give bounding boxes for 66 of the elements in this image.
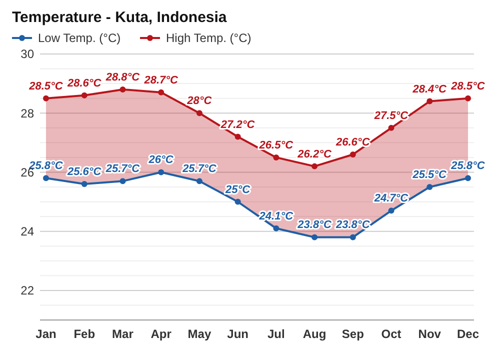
point — [465, 95, 471, 102]
x-tick-label: Oct — [381, 327, 402, 341]
x-tick-label: Jan — [36, 327, 56, 341]
data-label: 28.4°C — [412, 83, 448, 96]
point — [350, 234, 356, 240]
data-label: 28°C — [186, 95, 213, 108]
y-tick-label: 28 — [20, 106, 34, 120]
data-label: 25°C — [224, 184, 252, 196]
data-label: 23.8°C — [335, 219, 371, 232]
point — [43, 175, 49, 182]
point — [465, 175, 471, 182]
point — [43, 95, 49, 102]
x-tick-label: Sep — [342, 327, 364, 341]
data-label: 28.8°C — [104, 71, 141, 84]
x-tick-label: Mar — [112, 327, 134, 341]
point — [120, 178, 126, 184]
chart-title: Temperature - Kuta, Indonesia — [12, 9, 228, 26]
data-label: 25.7°C — [182, 163, 218, 176]
x-tick-label: Dec — [456, 327, 480, 341]
data-label: 25.5°C — [412, 169, 448, 181]
point — [158, 89, 164, 96]
data-label: 28.5°C — [450, 80, 486, 92]
point — [273, 154, 280, 160]
point — [196, 178, 202, 184]
x-tick-label: Jun — [227, 327, 248, 341]
data-label: 26.5°C — [258, 139, 294, 152]
data-label: 24.1°C — [258, 210, 294, 222]
point — [350, 151, 356, 158]
data-label: 26.2°C — [296, 148, 332, 160]
data-label: 28.7°C — [143, 74, 180, 86]
point — [388, 124, 394, 131]
x-tick-label: Aug — [302, 327, 326, 341]
x-tick-label: May — [188, 327, 212, 341]
x-tick-label: Nov — [418, 327, 442, 341]
point — [234, 198, 241, 205]
legend-label: Low Temp. (°C) — [38, 31, 121, 45]
point — [426, 98, 433, 104]
data-label: 26°C — [148, 154, 174, 166]
point — [388, 208, 394, 214]
point — [120, 86, 126, 92]
data-label: 23.8°C — [296, 219, 332, 232]
x-tick-label: Jul — [268, 327, 285, 341]
data-label: 25.7°C — [104, 163, 141, 176]
point — [273, 225, 280, 232]
data-label: 28.6°C — [66, 77, 102, 90]
data-label: 26.6°C — [335, 136, 371, 148]
point — [234, 134, 241, 140]
point — [312, 163, 318, 170]
data-label: 24.7°C — [373, 192, 410, 205]
data-label: 28.5°C — [28, 80, 64, 92]
data-label: 27.5°C — [373, 110, 410, 122]
point — [81, 92, 88, 98]
point — [426, 184, 433, 190]
legend-label: High Temp. (°C) — [166, 31, 252, 45]
point — [312, 234, 318, 240]
y-tick-label: 22 — [20, 284, 34, 298]
x-tick-label: Apr — [150, 327, 172, 341]
point — [158, 169, 164, 176]
x-tick-label: Feb — [74, 327, 96, 341]
point — [196, 110, 202, 116]
y-tick-label: 30 — [20, 47, 34, 62]
data-label: 27.2°C — [220, 118, 256, 131]
y-tick-label: 24 — [20, 224, 34, 239]
data-label: 25.8°C — [450, 160, 486, 172]
point — [81, 181, 88, 188]
data-label: 25.6°C — [66, 166, 102, 178]
